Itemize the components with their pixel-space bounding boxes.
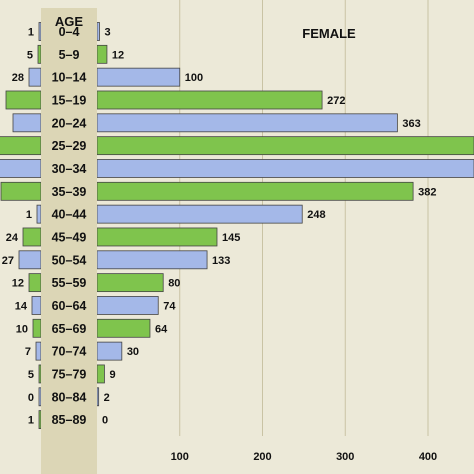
female-bar (96, 341, 123, 361)
female-bar (96, 44, 108, 64)
male-value-label: 24 (6, 232, 19, 244)
male-value-label: 1 (28, 27, 34, 39)
male-value-label: 7 (25, 346, 31, 358)
male-value-label: 1 (26, 209, 32, 221)
age-label: 50–54 (52, 253, 87, 267)
female-bar (96, 67, 181, 87)
age-label: 75–79 (52, 367, 87, 381)
female-value-label: 0 (102, 415, 108, 427)
male-value-label: 5 (28, 369, 34, 381)
female-value-label: 64 (155, 323, 168, 335)
female-value-label: 30 (127, 346, 139, 358)
female-bar (96, 250, 208, 270)
male-bar (37, 44, 42, 64)
female-bar (96, 387, 100, 407)
age-label: 30–34 (52, 162, 87, 176)
male-bar (32, 318, 42, 338)
age-label: 20–24 (52, 116, 87, 130)
female-bar (96, 90, 323, 110)
female-value-label: 363 (402, 118, 420, 130)
female-value-label: 133 (212, 255, 230, 267)
x-tick-labels: 100 200 300 400 (171, 451, 438, 463)
male-bar (31, 296, 42, 315)
age-label: 40–44 (52, 208, 87, 222)
female-value-label: 80 (168, 278, 180, 290)
female-value-label: 12 (112, 49, 124, 61)
male-value-label: 10 (16, 323, 28, 335)
female-bar (96, 136, 474, 156)
age-column (41, 8, 97, 474)
male-value-label: 14 (15, 300, 28, 312)
x-tick-label: 100 (171, 451, 189, 463)
female-value-label: 100 (185, 72, 203, 84)
male-bar (36, 204, 42, 224)
male-bar (38, 22, 42, 41)
age-header: AGE (55, 14, 84, 29)
male-value-label: 0 (28, 392, 34, 404)
male-value-label: 12 (12, 278, 24, 290)
x-tick-label: 200 (253, 451, 271, 463)
female-bar (96, 296, 159, 315)
male-bar (22, 227, 42, 247)
age-label: 5–9 (59, 48, 80, 62)
female-bar (96, 364, 105, 384)
age-label: 70–74 (52, 345, 87, 359)
age-label: 0–4 (59, 25, 80, 39)
female-bar (96, 22, 100, 41)
female-value-label: 74 (163, 300, 176, 312)
female-bar (96, 204, 303, 224)
male-bar (0, 159, 42, 178)
x-tick-label: 300 (336, 451, 354, 463)
x-tick-label: 400 (419, 451, 437, 463)
male-value-label: 5 (27, 49, 33, 61)
age-label: 45–49 (52, 230, 87, 244)
male-bar (28, 67, 42, 87)
male-bar (28, 273, 42, 293)
female-legend-label: FEMALE (302, 26, 356, 41)
male-value-label: 1 (28, 415, 34, 427)
female-value-label: 3 (104, 27, 110, 39)
male-value-label: 27 (2, 255, 14, 267)
male-bar (38, 387, 42, 407)
female-value-label: 248 (307, 209, 325, 221)
male-bar (5, 90, 42, 110)
female-value-label: 9 (109, 369, 115, 381)
female-bar (96, 113, 398, 133)
age-labels: 0–4 5–9 10–14 15–19 20–24 25–29 30–34 35–39 40–4… (52, 25, 87, 427)
female-bars (96, 22, 474, 407)
male-bar (38, 410, 42, 430)
female-bar (96, 159, 474, 178)
female-bar (96, 227, 218, 247)
age-label: 55–59 (52, 276, 87, 290)
female-value-label: 145 (222, 232, 240, 244)
female-bar (96, 273, 164, 293)
male-bar (35, 341, 42, 361)
female-value-label: 382 (418, 186, 436, 198)
age-label: 85–89 (52, 413, 87, 427)
male-bar (38, 364, 42, 384)
female-bar (96, 318, 151, 338)
female-value-label: 2 (104, 392, 110, 404)
age-label: 25–29 (52, 139, 87, 153)
male-bar (0, 136, 42, 156)
male-value-label: 28 (12, 72, 24, 84)
age-label: 35–39 (52, 185, 87, 199)
age-label: 65–69 (52, 322, 87, 336)
value-labels: 3112510028272363382248114524133278012741… (2, 27, 437, 427)
age-label: 15–19 (52, 93, 87, 107)
male-bar (18, 250, 42, 270)
male-bar (0, 181, 42, 201)
female-bar (96, 181, 414, 201)
female-value-label: 272 (327, 95, 345, 107)
age-label: 60–64 (52, 299, 87, 313)
age-label: 10–14 (52, 71, 87, 85)
male-bar (12, 113, 42, 133)
age-label: 80–84 (52, 390, 87, 404)
